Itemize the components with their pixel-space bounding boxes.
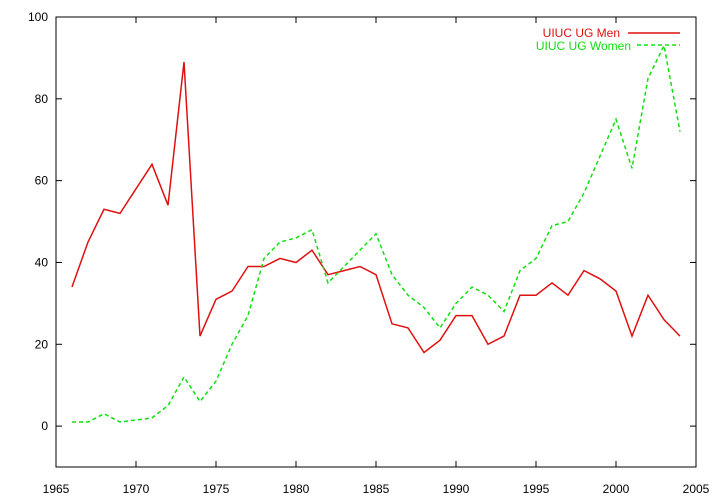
series-lines xyxy=(71,43,681,423)
x-tick-label: 2005 xyxy=(683,482,710,496)
y-tick-label: 40 xyxy=(35,255,49,269)
plot-frame xyxy=(55,16,697,468)
x-tick-label: 1980 xyxy=(283,482,310,496)
legend-label-women: UIUC UG Women xyxy=(536,39,631,53)
y-tick-label: 20 xyxy=(35,337,49,351)
x-tick-label: 2000 xyxy=(603,482,630,496)
y-tick-label: 60 xyxy=(35,174,49,188)
legend: UIUC UG Men UIUC UG Women xyxy=(536,26,680,53)
series-line-women xyxy=(72,43,681,423)
x-tick-label: 1975 xyxy=(203,482,230,496)
x-tick-label: 1985 xyxy=(363,482,390,496)
y-tick-label: 100 xyxy=(28,10,48,24)
x-tick-label: 1995 xyxy=(523,482,550,496)
series-line-men xyxy=(71,61,681,354)
legend-label-men: UIUC UG Men xyxy=(543,26,620,40)
x-tick-label: 1990 xyxy=(443,482,470,496)
x-tick-label: 1965 xyxy=(43,482,70,496)
x-tick-label: 1970 xyxy=(123,482,150,496)
axis-ticks: 1965 1970 1975 1980 1985 1990 1995 2000 2005 0 20 4… xyxy=(28,10,710,496)
y-tick-label: 0 xyxy=(41,419,48,433)
y-tick-label: 80 xyxy=(35,92,49,106)
